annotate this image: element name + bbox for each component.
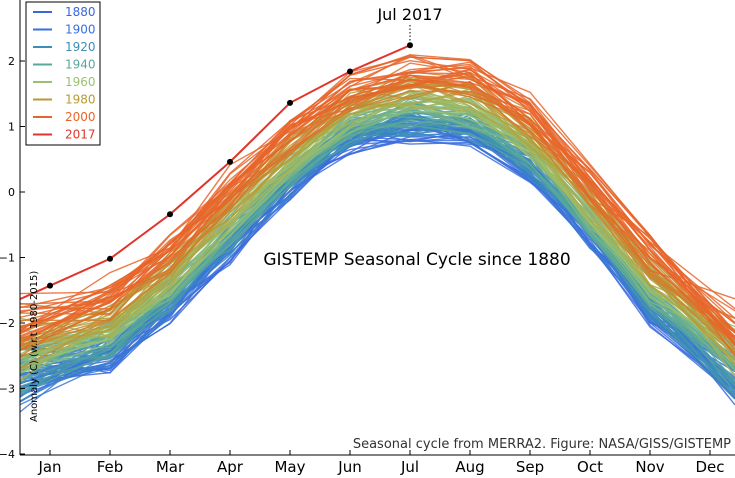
chart-title: GISTEMP Seasonal Cycle since 1880 [263, 250, 570, 270]
x-tick-label: Nov [635, 458, 664, 476]
ensemble-line [20, 55, 735, 334]
annotation-label: Jul 2017 [376, 5, 442, 24]
data-point [407, 42, 413, 49]
legend-label: 2017 [65, 128, 96, 142]
series-line-2017 [20, 44, 411, 301]
x-tick-label: Feb [97, 458, 124, 476]
y-tick-label: −3 [0, 383, 15, 396]
ensemble-line [20, 75, 735, 346]
legend-label: 1980 [65, 93, 96, 107]
data-point [347, 68, 353, 75]
y-tick-label: −4 [0, 448, 15, 461]
ensemble-line [20, 61, 735, 344]
data-point [227, 158, 233, 165]
y-tick-label: −1 [0, 252, 15, 265]
data-point [287, 99, 293, 106]
x-tick-label: Jan [37, 458, 61, 476]
x-tick-label: Apr [217, 458, 244, 476]
x-tick-label: Mar [156, 458, 185, 476]
legend-label: 1940 [65, 58, 96, 72]
ensemble-line [20, 72, 735, 351]
y-tick-label: 2 [8, 55, 15, 68]
y-tick-label: 1 [8, 121, 15, 134]
y-axis-ticks: −4 −3 −2 −1 0 1 2 [0, 55, 25, 461]
chart-credit: Seasonal cycle from MERRA2. Figure: NASA… [353, 437, 731, 452]
y-tick-label: 0 [8, 186, 15, 199]
legend-label: 1920 [65, 40, 96, 54]
x-tick-label: Sep [516, 458, 544, 476]
x-tick-label: Aug [455, 458, 484, 476]
legend-label: 2000 [65, 110, 96, 124]
legend-label: 1900 [65, 23, 96, 37]
ensemble-lines [20, 54, 735, 413]
legend-label: 1960 [65, 75, 96, 89]
legend: 1880 1900 1920 1940 1960 1980 2000 2017 [25, 1, 101, 146]
legend-label: 1880 [65, 5, 96, 19]
legend-box [25, 1, 101, 146]
y-axis-label: Anomaly (C) (w.r.t 1980-2015) [29, 271, 40, 422]
ensemble-line [20, 56, 735, 325]
x-tick-label: Oct [577, 458, 603, 476]
x-tick-label: Jul [400, 458, 419, 476]
data-point [167, 211, 173, 218]
series-lines [20, 44, 411, 301]
x-tick-label: Dec [695, 458, 724, 476]
data-point [47, 282, 53, 289]
x-tick-label: May [274, 458, 305, 476]
x-tick-label: Jun [337, 458, 361, 476]
series-points [47, 42, 413, 289]
ensemble-line [20, 67, 735, 332]
y-tick-label: −2 [0, 317, 15, 330]
ensemble-line [20, 78, 735, 356]
data-point [107, 255, 113, 262]
x-axis-ticks: Jan Feb Mar Apr May Jun Jul Aug Sep Oct Nov Dec [37, 450, 725, 476]
